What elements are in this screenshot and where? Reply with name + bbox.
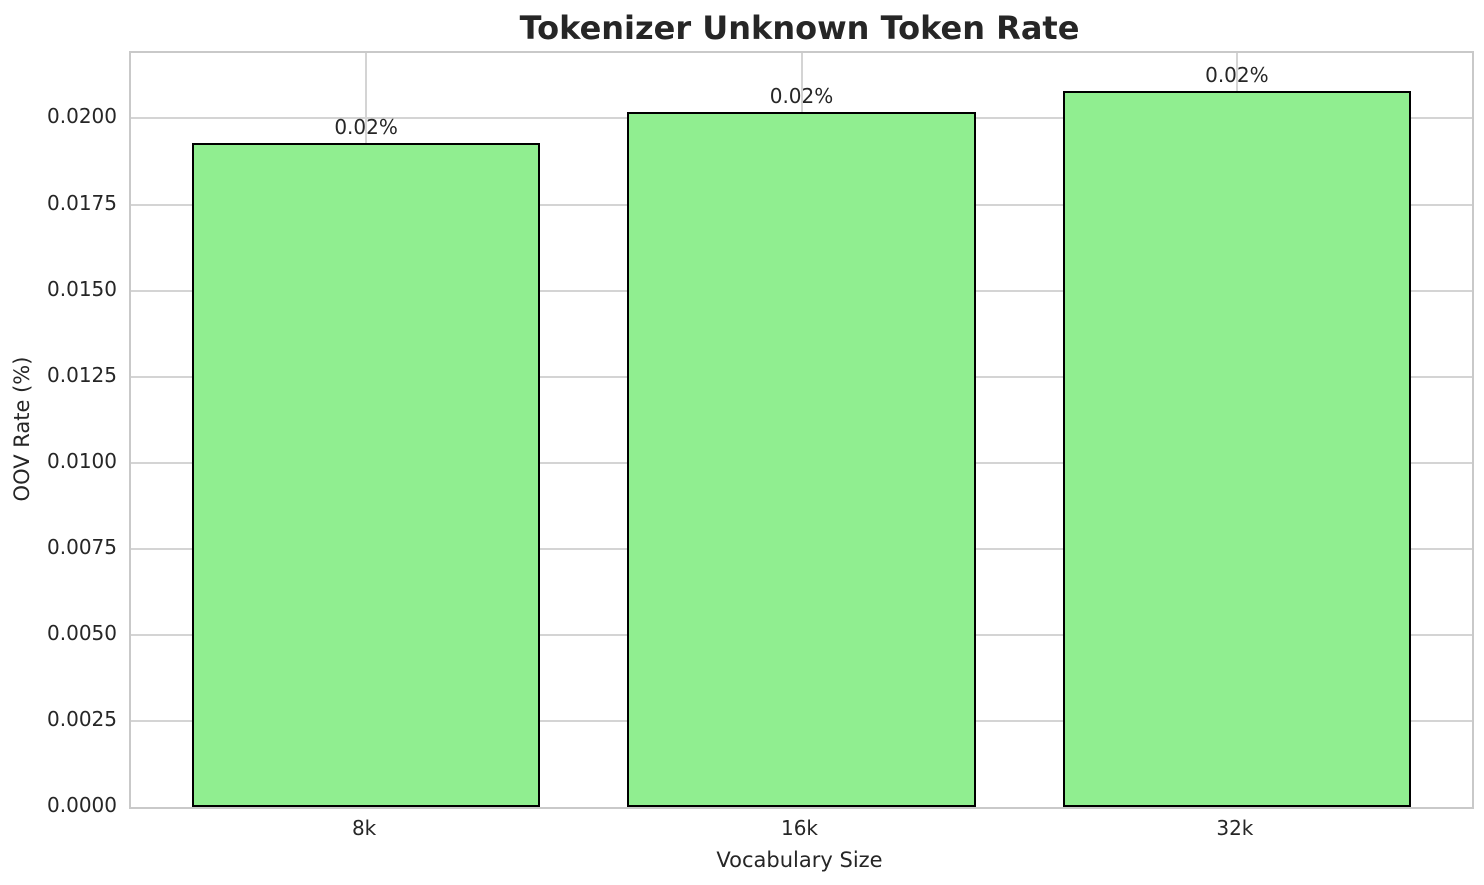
bar-value-label: 0.02% (334, 114, 398, 139)
y-tick-label: 0.0025 (47, 706, 117, 731)
x-tick-label-8k: 8k (351, 816, 377, 840)
y-tick-label: 0.0050 (47, 620, 117, 645)
y-axis-tick-labels: 0.0000 0.0025 0.0050 0.0075 0.0100 0.0125 0.01… (0, 51, 117, 815)
x-tick-label-32k: 32k (1216, 816, 1254, 840)
bar-32k (1062, 90, 1412, 807)
bar-8k (191, 142, 541, 807)
x-axis-tick-labels: 8k 16k 32k (129, 818, 1470, 844)
y-tick-label: 0.0100 (47, 448, 117, 473)
chart-title: Tokenizer Unknown Token Rate (519, 9, 1080, 47)
y-tick-label: 0.0075 (47, 534, 117, 559)
bar-16k (627, 111, 976, 807)
x-axis-label: Vocabulary Size (716, 848, 883, 872)
plot-area: 0.02% 0.02% 0.02% (129, 51, 1474, 809)
y-tick-label: 0.0175 (47, 190, 117, 215)
y-tick-label: 0.0000 (47, 793, 117, 817)
y-tick-label: 0.0200 (47, 104, 117, 129)
bar-value-label: 0.02% (1205, 62, 1269, 87)
x-tick-label-16k: 16k (780, 816, 819, 840)
y-tick-label: 0.0150 (47, 276, 117, 301)
y-tick-label: 0.0125 (47, 362, 117, 387)
bar-value-label: 0.02% (769, 83, 834, 108)
